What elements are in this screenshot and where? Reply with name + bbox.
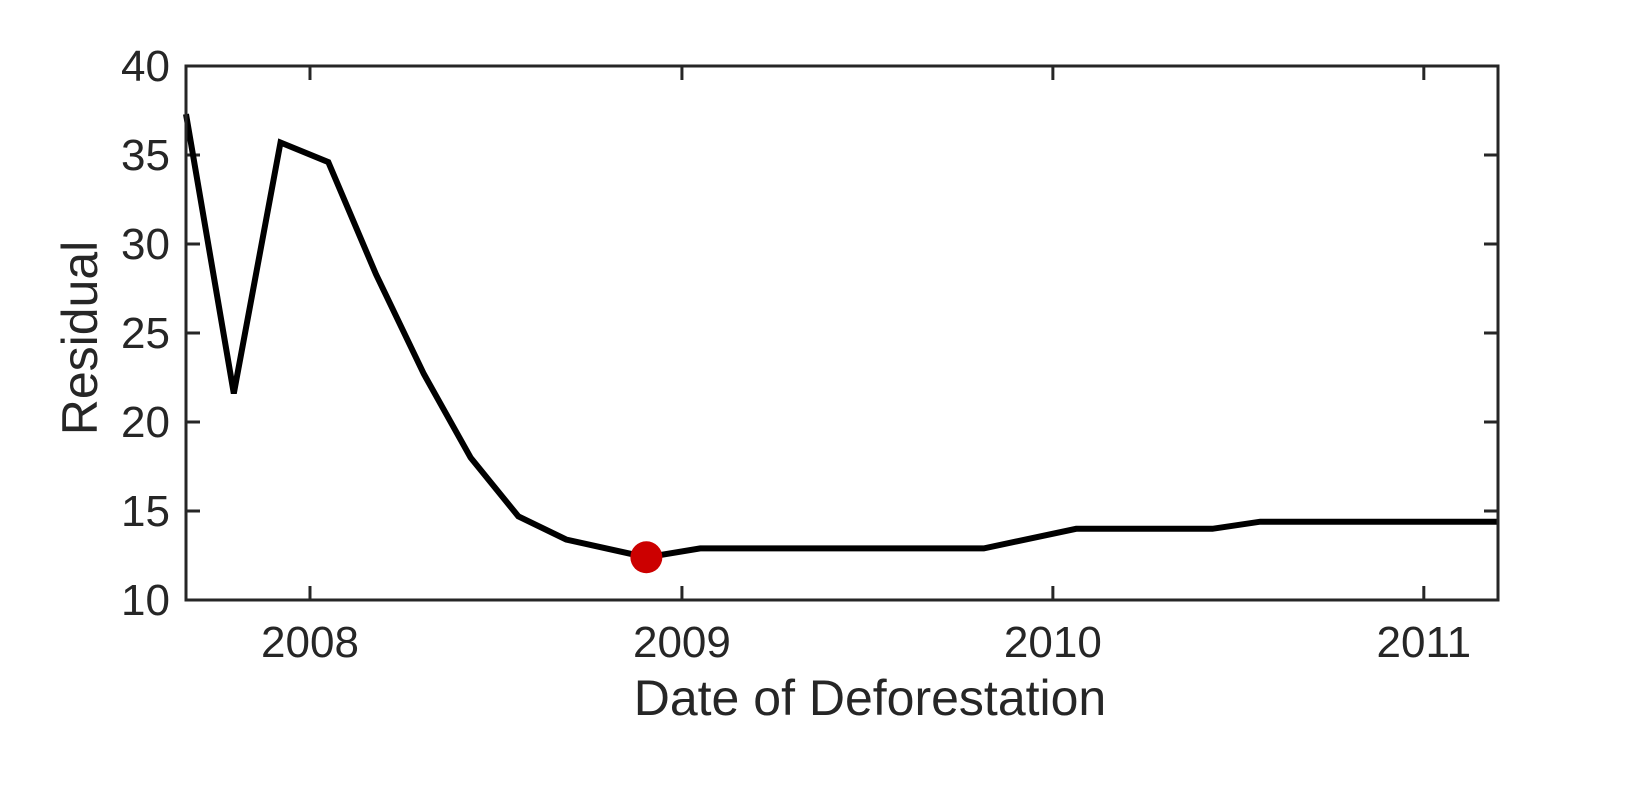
x-tick-label-2010: 2010: [1004, 618, 1102, 667]
x-axis-label: Date of Deforestation: [634, 670, 1107, 726]
y-tick-label-30: 30: [121, 220, 170, 269]
residual-series-line: [183, 113, 1498, 561]
x-tick-label-2008: 2008: [261, 618, 359, 667]
y-tick-label-10: 10: [121, 576, 170, 625]
y-tick-label-15: 15: [121, 487, 170, 536]
x-tick-label-2011: 2011: [1377, 618, 1472, 667]
x-tick-label-2009: 2009: [633, 618, 731, 667]
y-tick-label-25: 25: [121, 309, 170, 358]
y-tick-label-35: 35: [121, 131, 170, 180]
tick-labels: 2008 2009 2010 2011 10 15 20 25 30 35 40: [121, 42, 1471, 667]
minimum-residual-marker: [630, 541, 663, 574]
plot-area-frame: [184, 64, 1500, 602]
y-tick-label-40: 40: [121, 42, 170, 91]
plot-series: [183, 113, 1498, 574]
y-axis-label: Residual: [52, 241, 108, 436]
y-tick-label-20: 20: [121, 398, 170, 447]
